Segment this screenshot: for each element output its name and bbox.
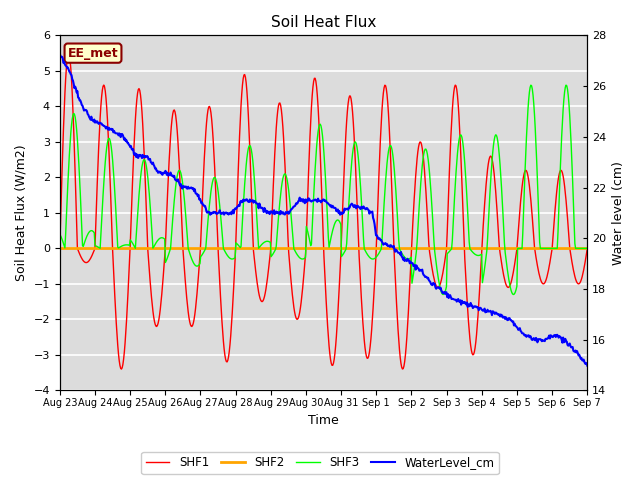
WaterLevel_cm <box>173 179 181 184</box>
SHF1 <box>203 120 211 126</box>
SHF2 <box>65 245 73 251</box>
SHF2 <box>173 245 181 251</box>
SHF2 <box>56 245 63 251</box>
SHF1 <box>389 216 397 222</box>
SHF3 <box>65 152 73 158</box>
SHF3 <box>120 242 127 248</box>
SHF1 <box>66 57 74 63</box>
WaterLevel_cm <box>388 243 396 249</box>
SHF2 <box>120 245 127 251</box>
SHF2 <box>584 245 591 251</box>
WaterLevel_cm <box>584 363 591 369</box>
Line: SHF3: SHF3 <box>60 85 588 295</box>
Y-axis label: Water level (cm): Water level (cm) <box>612 161 625 265</box>
Line: SHF1: SHF1 <box>60 53 588 369</box>
Title: Soil Heat Flux: Soil Heat Flux <box>271 15 376 30</box>
WaterLevel_cm <box>56 51 63 57</box>
SHF3 <box>509 292 517 298</box>
SHF1 <box>404 311 412 316</box>
X-axis label: Time: Time <box>308 414 339 427</box>
SHF3 <box>584 245 591 251</box>
SHF2 <box>403 245 411 251</box>
SHF1 <box>56 245 63 251</box>
WaterLevel_cm <box>403 258 411 264</box>
SHF3 <box>388 144 396 150</box>
Line: WaterLevel_cm: WaterLevel_cm <box>60 54 588 366</box>
SHF3 <box>403 256 411 262</box>
Text: EE_met: EE_met <box>68 47 118 60</box>
WaterLevel_cm <box>120 135 127 141</box>
SHF1 <box>584 245 591 251</box>
Y-axis label: Soil Heat Flux (W/m2): Soil Heat Flux (W/m2) <box>15 144 28 281</box>
SHF3 <box>201 247 209 252</box>
SHF1 <box>121 340 129 346</box>
SHF3 <box>173 173 181 179</box>
WaterLevel_cm <box>201 203 209 209</box>
SHF3 <box>562 82 570 88</box>
SHF2 <box>201 245 209 251</box>
Legend: SHF1, SHF2, SHF3, WaterLevel_cm: SHF1, SHF2, SHF3, WaterLevel_cm <box>141 452 499 474</box>
SHF1 <box>118 366 125 372</box>
SHF1 <box>65 50 72 56</box>
SHF2 <box>388 245 396 251</box>
SHF1 <box>175 151 182 156</box>
WaterLevel_cm <box>65 69 73 74</box>
SHF3 <box>56 231 63 237</box>
